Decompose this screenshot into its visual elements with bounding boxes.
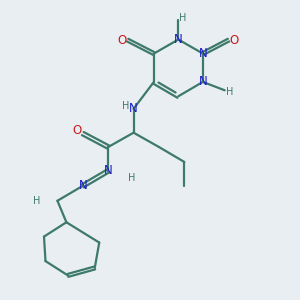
Text: H: H <box>128 173 136 183</box>
Text: O: O <box>229 34 239 46</box>
Text: O: O <box>118 34 127 46</box>
Text: O: O <box>72 124 82 137</box>
Text: N: N <box>104 164 112 177</box>
Text: H: H <box>122 101 129 111</box>
Text: H: H <box>33 196 41 206</box>
Text: H: H <box>226 87 234 97</box>
Text: N: N <box>129 102 138 115</box>
Text: H: H <box>179 13 187 23</box>
Text: N: N <box>199 47 207 60</box>
Text: N: N <box>78 179 87 192</box>
Text: N: N <box>174 33 183 46</box>
Text: N: N <box>199 75 207 88</box>
